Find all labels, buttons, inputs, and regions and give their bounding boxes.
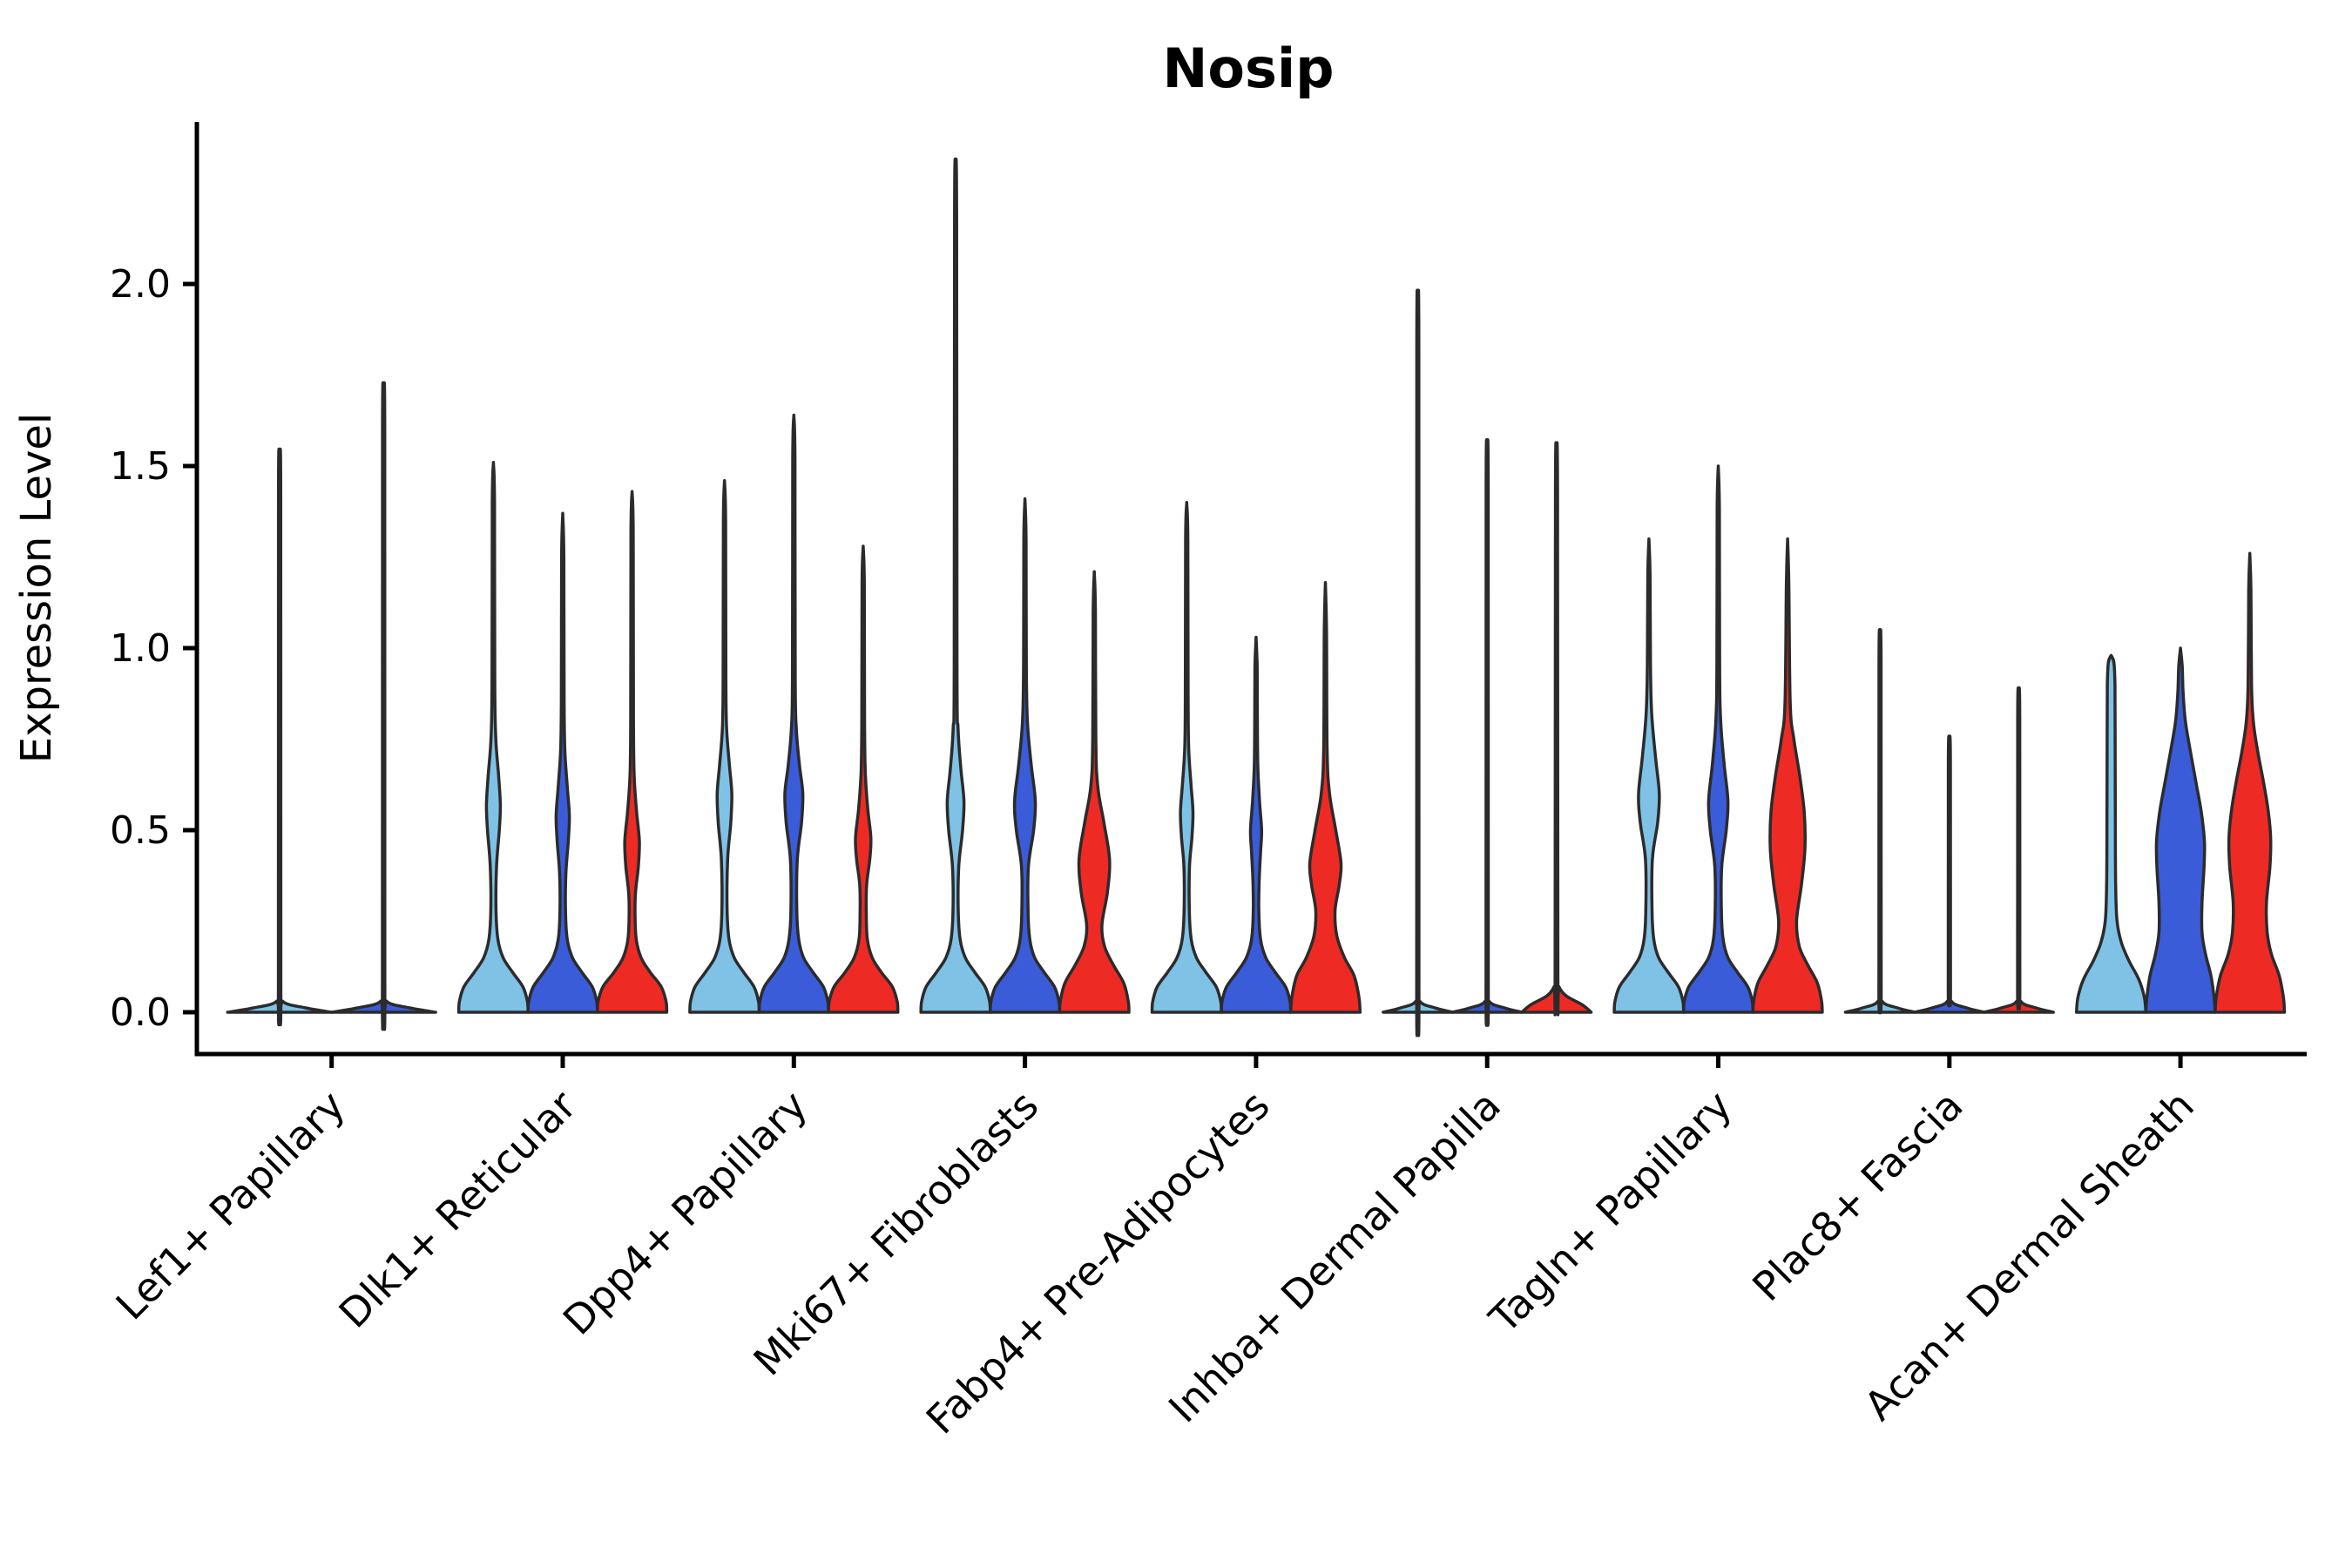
violins-layer <box>226 157 2287 1037</box>
violin-shape <box>989 497 1062 1014</box>
y-tick-label: 0.5 <box>110 808 171 853</box>
violin-shape <box>526 511 599 1014</box>
y-tick-label: 2.0 <box>110 262 171 307</box>
violin-shape <box>226 447 334 1027</box>
violin-shape <box>1058 570 1131 1014</box>
violin-shape <box>757 413 830 1014</box>
violin-shape <box>1751 537 1824 1014</box>
violin-shape <box>2074 653 2148 1014</box>
violin-shape <box>1288 581 1362 1014</box>
violin-shape <box>1843 628 1916 1015</box>
x-tick-label: Lef1+ Papillary <box>107 1082 355 1329</box>
y-tick-label: 0.0 <box>110 990 171 1035</box>
violin-shape <box>1220 635 1293 1014</box>
violin-shape <box>456 461 530 1014</box>
x-tick-label: Dpp4+ Papillary <box>554 1082 816 1344</box>
x-tick-label: Tagln+ Papillary <box>1480 1082 1741 1343</box>
violin-shape <box>596 490 669 1014</box>
x-tick-label: Dlk1+ Reticular <box>330 1082 585 1337</box>
violin-shape <box>1612 537 1686 1014</box>
chart-title: Nosip <box>1162 37 1334 100</box>
violin-shape <box>1450 438 1524 1027</box>
y-axis-label: Expression Level <box>12 413 61 764</box>
violin-shape <box>919 157 992 1014</box>
y-tick-label: 1.0 <box>110 626 171 671</box>
violin-shape <box>1681 464 1755 1014</box>
violin-shape <box>1913 734 1986 1014</box>
x-tick-label: Plac8+ Fascia <box>1743 1082 1971 1310</box>
violin-shape <box>2213 551 2287 1014</box>
violin-shape <box>1982 686 2055 1014</box>
violin-shape <box>329 381 437 1031</box>
violin-shape <box>1382 288 1455 1037</box>
violin-shape <box>688 478 761 1014</box>
violin-shape <box>1150 501 1223 1014</box>
y-tick-label: 1.5 <box>110 444 171 489</box>
violin-shape <box>827 544 900 1014</box>
violin-shape <box>1520 441 1593 1017</box>
violin-shape <box>2144 646 2217 1014</box>
